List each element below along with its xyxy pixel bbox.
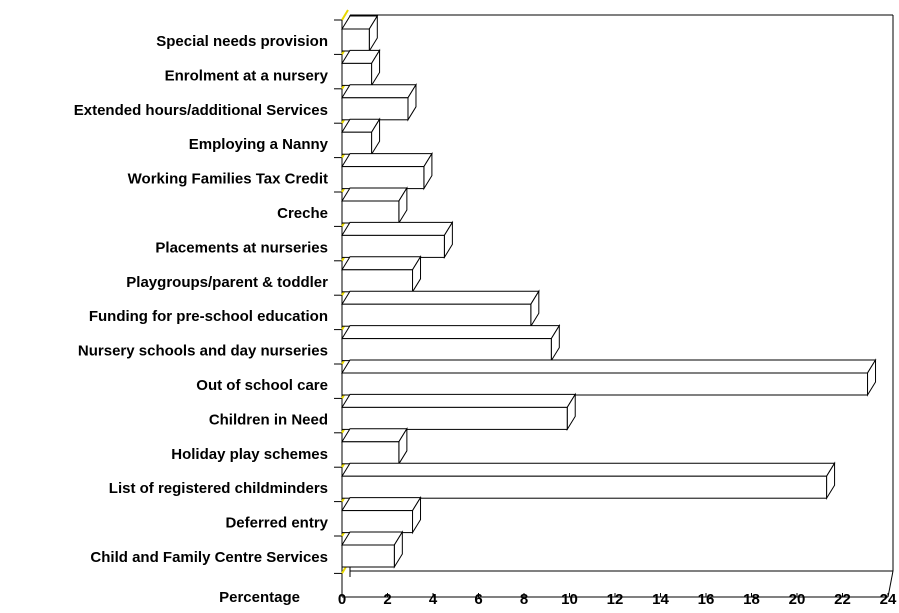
x-tick-label: 18 xyxy=(743,591,760,608)
bar-front-face xyxy=(341,28,370,52)
bar xyxy=(341,530,404,569)
bar-front-face xyxy=(341,510,414,534)
bar-top-face xyxy=(341,256,422,271)
bar-front-face xyxy=(341,303,532,327)
category-label: Playgroups/parent & toddler xyxy=(126,274,328,291)
x-tick-label: 2 xyxy=(383,591,391,608)
bar-front-face xyxy=(341,166,425,190)
category-label: Holiday play schemes xyxy=(171,446,328,463)
bar xyxy=(341,289,540,328)
bar-front-face xyxy=(341,62,373,86)
bar xyxy=(341,186,408,225)
category-label: Extended hours/additional Services xyxy=(74,102,328,119)
bar-top-face xyxy=(341,462,836,477)
bar xyxy=(341,220,454,260)
bar-front-face xyxy=(341,97,409,121)
bar-top-face xyxy=(341,84,417,99)
x-tick-label: 22 xyxy=(834,591,851,608)
bar-top-face xyxy=(341,393,577,408)
x-axis: 0 2 4 6 8 10 12 14 16 18 20 22 24 xyxy=(338,591,897,608)
x-tick-label: 14 xyxy=(652,591,669,608)
bar-top-face xyxy=(341,290,540,305)
bar-top-face xyxy=(341,428,408,443)
bar-top-face xyxy=(341,531,404,546)
bar-front-face xyxy=(341,372,869,396)
category-label: Deferred entry xyxy=(225,515,328,532)
bars xyxy=(341,14,877,569)
bar xyxy=(341,48,381,88)
x-tick-label: 12 xyxy=(607,591,624,608)
bar xyxy=(341,461,836,500)
x-axis-title: Percentage xyxy=(219,589,300,606)
bar xyxy=(341,255,422,294)
category-label: Special needs provision xyxy=(156,33,328,50)
bar xyxy=(341,495,422,535)
bar-front-face xyxy=(341,441,400,465)
category-label: Out of school care xyxy=(196,377,328,394)
bar-top-face xyxy=(341,221,454,236)
category-label: Working Families Tax Credit xyxy=(128,171,328,188)
bar-front-face xyxy=(341,338,552,362)
bar xyxy=(341,14,379,53)
bar-front-face xyxy=(341,234,445,258)
bar-top-face xyxy=(341,153,433,168)
bar-front-face xyxy=(341,269,414,293)
floor-right-diagonal xyxy=(887,570,894,598)
category-label: List of registered childminders xyxy=(109,480,328,497)
bar-top-face xyxy=(341,497,422,512)
bar-front-face xyxy=(341,131,373,155)
x-tick-label: 6 xyxy=(474,591,482,608)
x-tick-label: 20 xyxy=(789,591,806,608)
x-tick-label: 10 xyxy=(561,591,578,608)
bar-top-face xyxy=(341,325,561,340)
category-label: Children in Need xyxy=(209,411,328,428)
bar xyxy=(341,392,577,432)
bar xyxy=(341,117,381,156)
bar-front-face xyxy=(341,200,400,224)
category-labels: Special needs provision Enrolment at a nu… xyxy=(74,33,329,566)
row-floor-accent xyxy=(341,9,349,21)
x-tick-label: 16 xyxy=(698,591,715,608)
bar xyxy=(341,358,877,397)
x-tick-label: 4 xyxy=(429,591,438,608)
bar-front-face xyxy=(341,544,395,568)
bar-top-face xyxy=(341,359,877,374)
x-tick-label: 8 xyxy=(520,591,528,608)
x-tick-label: 0 xyxy=(338,591,346,608)
bar-front-face xyxy=(341,406,568,430)
category-label: Creche xyxy=(277,205,328,222)
bar xyxy=(341,151,433,191)
category-label: Employing a Nanny xyxy=(189,136,329,153)
x-tick-label: 24 xyxy=(880,591,897,608)
category-label: Enrolment at a nursery xyxy=(165,67,329,84)
bar-top-face xyxy=(341,187,408,202)
bar-front-face xyxy=(341,475,828,499)
bar xyxy=(341,323,561,363)
bar xyxy=(341,427,408,466)
bar xyxy=(341,83,417,122)
category-label: Funding for pre-school education xyxy=(89,308,328,325)
category-label: Child and Family Centre Services xyxy=(90,549,328,566)
category-label: Nursery schools and day nurseries xyxy=(78,343,328,360)
category-label: Placements at nurseries xyxy=(155,239,328,256)
